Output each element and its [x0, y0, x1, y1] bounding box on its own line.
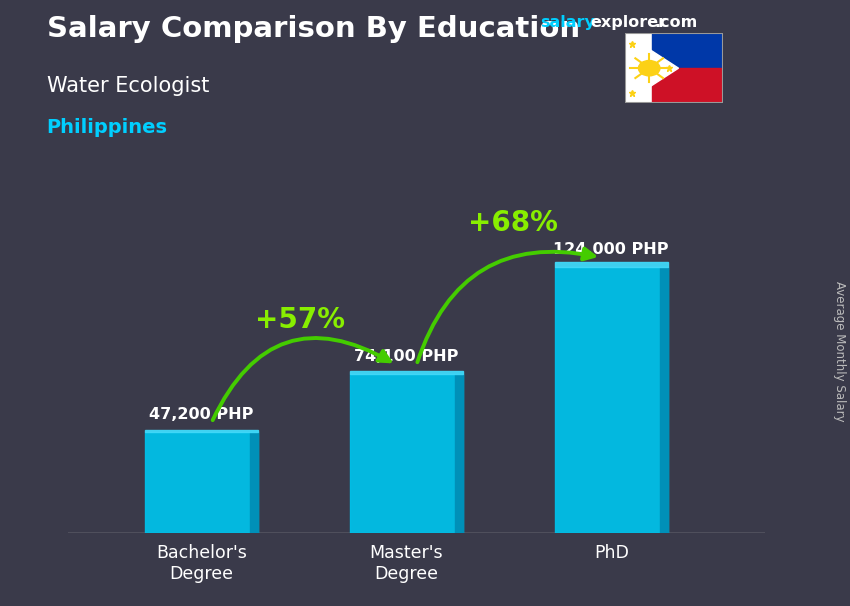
Text: explorer: explorer [591, 15, 667, 30]
Text: Salary Comparison By Education: Salary Comparison By Education [47, 15, 580, 43]
Text: Philippines: Philippines [47, 118, 167, 137]
Text: 47,200 PHP: 47,200 PHP [149, 407, 253, 422]
Text: Average Monthly Salary: Average Monthly Salary [833, 281, 846, 422]
Bar [350, 371, 462, 374]
Text: Water Ecologist: Water Ecologist [47, 76, 209, 96]
Bar [555, 267, 667, 533]
Bar [250, 432, 258, 533]
Text: +57%: +57% [255, 306, 344, 334]
Bar [660, 267, 667, 533]
Text: +68%: +68% [468, 210, 558, 238]
Bar [144, 430, 258, 432]
Text: 74,100 PHP: 74,100 PHP [354, 349, 458, 364]
Bar [144, 432, 258, 533]
Polygon shape [625, 33, 678, 103]
Bar [652, 33, 722, 68]
Bar [555, 262, 667, 267]
Text: .com: .com [654, 15, 698, 30]
Bar [350, 374, 462, 533]
Bar [652, 68, 722, 103]
Text: 124,000 PHP: 124,000 PHP [553, 242, 669, 257]
Circle shape [638, 61, 660, 76]
Text: salary: salary [540, 15, 595, 30]
Bar [455, 374, 462, 533]
